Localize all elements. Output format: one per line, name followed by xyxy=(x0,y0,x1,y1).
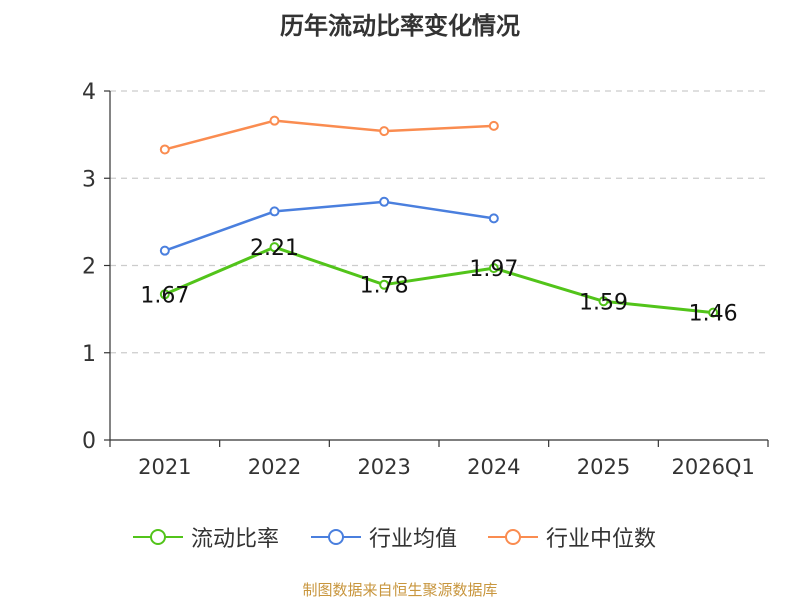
data-point[interactable] xyxy=(488,120,499,131)
legend-label: 行业均值 xyxy=(369,527,458,552)
data-point[interactable] xyxy=(488,263,499,274)
y-tick-label: 1 xyxy=(82,342,96,367)
data-point[interactable] xyxy=(379,126,390,137)
data-point[interactable] xyxy=(708,307,719,318)
data-point[interactable] xyxy=(159,289,170,300)
data-label: 1.67 xyxy=(140,283,189,308)
data-point[interactable] xyxy=(269,115,280,126)
legend-item-current-ratio[interactable]: 流动比率 xyxy=(133,520,279,554)
data-point[interactable] xyxy=(159,144,170,155)
y-tick-label: 4 xyxy=(82,80,96,105)
x-tick-label: 2021 xyxy=(138,455,191,479)
data-point[interactable] xyxy=(488,213,499,224)
data-point[interactable] xyxy=(379,196,390,207)
x-tick-label: 2024 xyxy=(467,455,520,479)
legend-line-marker-icon xyxy=(311,529,361,545)
x-tick-label: 2025 xyxy=(577,455,630,479)
data-label: 1.59 xyxy=(579,290,628,315)
x-tick-label: 2026Q1 xyxy=(671,455,754,479)
x-tick-label: 2023 xyxy=(357,455,410,479)
data-label: 2.21 xyxy=(250,236,299,261)
legend-line-marker-icon xyxy=(488,529,538,545)
y-tick-label: 2 xyxy=(82,255,96,280)
legend-label: 行业中位数 xyxy=(546,527,657,552)
legend-item-industry-mean[interactable]: 行业均值 xyxy=(311,520,457,554)
data-source-note: 制图数据来自恒生聚源数据库 xyxy=(302,581,498,599)
data-point[interactable] xyxy=(379,279,390,290)
data-point[interactable] xyxy=(269,206,280,217)
data-point[interactable] xyxy=(598,296,609,307)
data-label: 1.78 xyxy=(360,274,409,299)
data-point[interactable] xyxy=(159,245,170,256)
chart-title: 历年流动比率变化情况 xyxy=(280,12,520,40)
chart-legend: 流动比率 行业均值 行业中位数 xyxy=(0,520,800,554)
y-tick-label: 3 xyxy=(82,167,96,192)
data-point[interactable] xyxy=(269,242,280,253)
legend-line-marker-icon xyxy=(133,529,183,545)
series-line-0 xyxy=(164,245,714,315)
x-tick-label: 2022 xyxy=(248,455,301,479)
data-label: 1.97 xyxy=(469,257,518,282)
legend-label: 流动比率 xyxy=(191,527,280,552)
data-label: 1.46 xyxy=(689,302,738,327)
legend-item-industry-median[interactable]: 行业中位数 xyxy=(488,520,656,554)
series-line-1 xyxy=(164,200,495,252)
series-line-2 xyxy=(164,119,494,151)
y-tick-label: 0 xyxy=(82,429,96,454)
